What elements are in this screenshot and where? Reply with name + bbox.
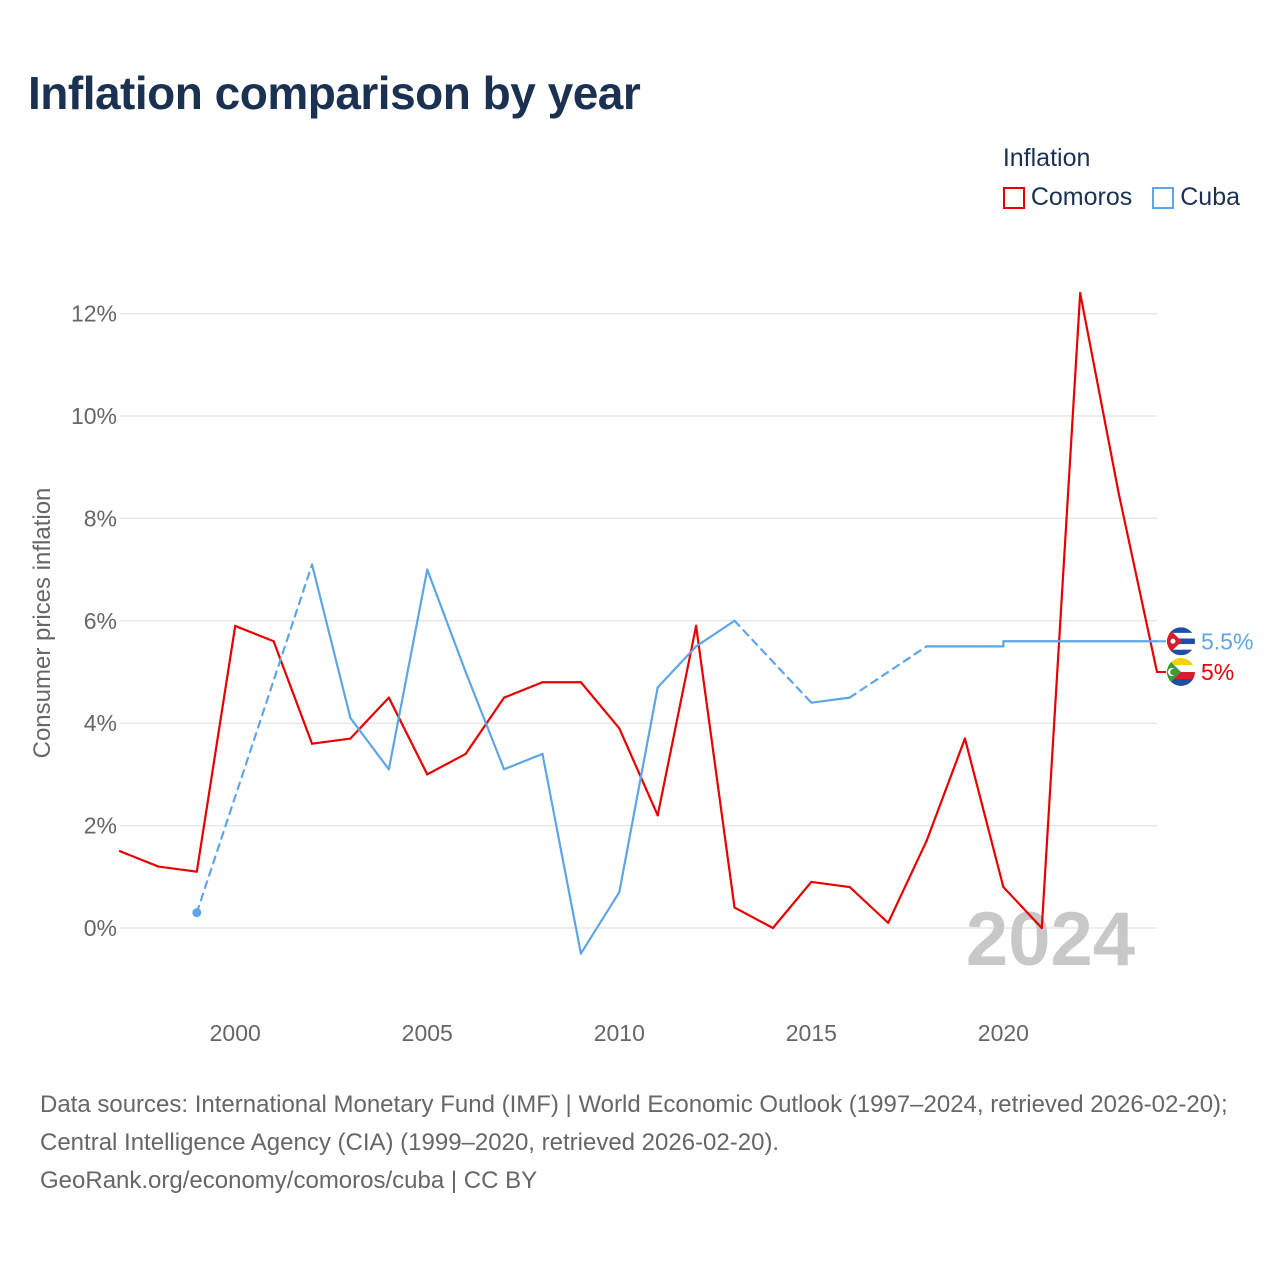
x-tick-label: 2000 [210,1020,261,1046]
legend-swatch-cuba [1152,186,1175,209]
series-segment-comoros [1079,292,1120,494]
flag-comoros-stripe [1167,672,1195,679]
series-segment-cuba [656,645,698,689]
series-segment-cuba [695,619,736,648]
series-segment-comoros [272,640,314,745]
series-segment-comoros [502,681,544,699]
series-segment-comoros [695,624,736,909]
flag-comoros-crescent-cut [1170,668,1177,676]
series-segment-cuba [810,696,851,704]
series-segment-cuba [579,891,621,955]
x-tick-label: 2010 [594,1020,645,1046]
flag-cuba-body [1167,627,1195,656]
series-segment-comoros [579,681,621,730]
legend-label-comoros: Comoros [1030,183,1133,211]
series-segment-cuba [195,563,314,914]
series-segment-comoros [656,624,698,817]
series-segment-comoros [118,850,160,868]
chart-area: 0% 2% 4% 6% 8% 10% 12% 2000 2005 2010 2015 2020 Cons… [29,292,1253,1046]
legend: Inflation Comoros Cuba [1002,144,1240,212]
series-segment-cuba [464,670,506,771]
flag-comoros-stripe [1167,658,1195,665]
end-label-comoros: 5% [1201,659,1234,685]
x-tick-label: 2005 [402,1020,453,1046]
year-watermark: 2024 [966,897,1135,982]
series-segment-cuba [541,752,582,955]
series-segment-cuba [349,716,390,771]
y-tick-label: 6% [84,608,117,634]
flag-comoros-stripe [1167,665,1195,672]
legend-swatch-comoros [1002,186,1025,209]
series-segment-comoros [310,737,352,745]
x-tick-label: 2020 [978,1020,1029,1046]
series-segment-comoros [925,737,967,843]
series-segment-cuba [310,563,352,720]
series-segment-cuba [502,752,544,771]
series-segment-comoros [1002,885,1043,930]
flag-cuba-icon [1167,627,1195,656]
series-segment-cuba [733,619,813,704]
start-point-cuba [192,908,202,918]
series-segment-comoros [1117,491,1159,674]
y-tick-label: 4% [84,710,117,736]
legend-title: Inflation [1002,144,1091,172]
flag-comoros-body [1167,658,1195,686]
y-tick-label: 0% [84,915,117,941]
flag-comoros-icon [1167,658,1195,686]
series-segment-cuba [848,645,928,699]
flag-cuba-stripe [1167,649,1195,656]
series-segment-cuba [426,568,467,674]
legend-item-cuba[interactable]: Cuba [1152,183,1240,212]
series-segment-comoros [234,624,275,643]
y-tick-label: 2% [84,813,117,839]
flag-comoros-stripe [1167,679,1195,686]
series-segment-comoros [887,839,928,924]
series-segment-comoros [349,696,390,740]
flag-cuba-star [1170,638,1176,644]
series-segment-cuba [618,686,659,894]
series-segment-comoros [426,752,467,776]
series-segment-comoros [1040,292,1082,930]
credit-line: GeoRank.org/economy/comoros/cuba | CC BY [40,1167,538,1194]
data-sources: Data sources: International Monetary Fun… [40,1091,1228,1156]
series-segment-comoros [810,880,851,889]
x-tick-label: 2015 [786,1020,837,1046]
footer: Data sources: International Monetary Fun… [40,1086,1250,1200]
y-tick-label: 12% [71,301,117,327]
legend-label-cuba: Cuba [1180,183,1240,211]
series-segment-comoros [733,906,775,930]
series-segment-comoros [464,696,506,756]
y-tick-label: 8% [84,505,117,531]
end-label-cuba: 5.5% [1201,628,1253,654]
series-segment-comoros [848,885,890,924]
series-segment-comoros [157,865,198,873]
series-segment-comoros [387,696,429,776]
series-segment-comoros [195,624,237,873]
y-tick-label: 10% [71,403,117,429]
series-segment-comoros [618,727,659,817]
series-segment-cuba [387,568,429,771]
y-axis-label: Consumer prices inflation [29,488,56,759]
flag-cuba-stripe [1167,627,1195,633]
series-segment-comoros [771,880,813,930]
series-segment-comoros [963,737,1005,889]
chart-title: Inflation comparison by year [28,67,641,119]
legend-item-comoros[interactable]: Comoros [1002,183,1133,212]
